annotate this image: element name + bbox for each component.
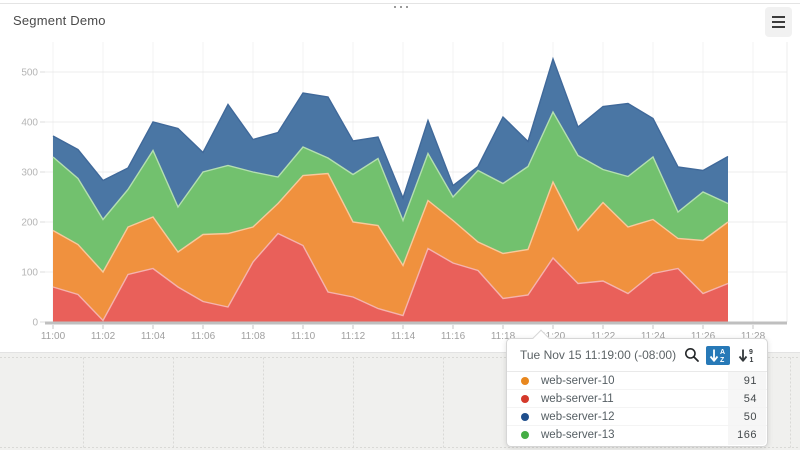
y-tick-label: 500 [21, 68, 38, 79]
x-tick-label: 11:00 [41, 331, 66, 342]
series-value: 50 [743, 410, 757, 423]
x-tick-label: 11:02 [91, 331, 116, 342]
area-web-server-11 [53, 233, 728, 322]
series-name: web-server-12 [541, 410, 615, 423]
stacked-areas [53, 59, 728, 322]
x-tick-label: 11:28 [741, 331, 766, 342]
chart-panel: Segment Demo 11:00 11:02 11:04 11:06 11:08 11… [0, 0, 800, 352]
tooltip-timestamp: Tue Nov 15 11:19:00 (-08:00) [520, 348, 677, 362]
area-web-server-10 [53, 173, 728, 321]
y-tick-label: 0 [32, 318, 38, 329]
panel-drag-handle-icon[interactable] [394, 6, 408, 8]
tooltip-row[interactable]: web-server-12 50 [507, 408, 767, 426]
x-tick-label: 11:04 [141, 331, 166, 342]
x-tick-label: 11:18 [491, 331, 516, 342]
x-axis-ticks: 11:00 11:02 11:04 11:06 11:08 11:10 11:12 11:14… [41, 325, 766, 342]
y-tick-label: 200 [21, 218, 38, 229]
search-icon[interactable] [683, 346, 701, 364]
x-tick-label: 11:08 [241, 331, 266, 342]
page-title: Segment Demo [13, 13, 106, 28]
hamburger-menu-button[interactable] [765, 7, 792, 37]
y-axis-labels: 0 100 200 300 400 500 [21, 68, 38, 329]
stacked-area-chart[interactable]: 11:00 11:02 11:04 11:06 11:08 11:10 11:12 11:14… [0, 0, 800, 352]
x-tick-label: 11:10 [291, 331, 316, 342]
tooltip-value-column [728, 372, 766, 445]
tooltip-row[interactable]: web-server-11 54 [507, 390, 767, 408]
series-dot-web-server-12 [521, 412, 529, 421]
x-tick-label: 11:26 [691, 331, 716, 342]
area-web-server-12 [53, 59, 728, 221]
y-tick-label: 100 [21, 268, 38, 279]
x-tick-label: 11:20 [541, 331, 566, 342]
series-value: 91 [743, 374, 757, 387]
series-name: web-server-13 [541, 429, 615, 441]
tooltip-row[interactable]: web-server-13 166 [507, 426, 767, 444]
edge-web-server-10 [52, 172, 729, 274]
series-dot-web-server-11 [521, 394, 529, 403]
x-tick-label: 11:12 [341, 331, 366, 342]
edge-web-server-11 [52, 232, 729, 322]
area-web-server-13 [53, 112, 728, 272]
series-dot-web-server-13 [521, 431, 529, 439]
x-tick-label: 11:22 [591, 331, 616, 342]
x-tick-label: 11:16 [441, 331, 466, 342]
svg-text:1: 1 [750, 357, 754, 363]
y-tick-label: 400 [21, 118, 38, 129]
x-tick-label: 11:06 [191, 331, 216, 342]
svg-text:A: A [720, 349, 725, 356]
x-tick-label: 11:14 [391, 331, 416, 342]
series-dot-web-server-10 [521, 376, 529, 385]
tooltip-legend: web-server-10 91 web-server-11 54 web-se… [507, 372, 767, 446]
svg-text:Z: Z [720, 357, 725, 363]
panel-top-border [0, 3, 800, 4]
series-value: 54 [743, 392, 757, 405]
series-name: web-server-11 [541, 392, 614, 405]
edge-web-server-13 [52, 110, 729, 223]
series-name: web-server-10 [541, 374, 615, 387]
edge-web-server-12 [52, 56, 729, 201]
svg-text:9: 9 [749, 349, 753, 356]
x-tick-label: 11:24 [641, 331, 666, 342]
y-tick-label: 300 [21, 168, 38, 179]
tooltip-row[interactable]: web-server-10 91 [507, 372, 767, 390]
area-edges [52, 56, 729, 322]
series-value: 166 [737, 429, 757, 441]
